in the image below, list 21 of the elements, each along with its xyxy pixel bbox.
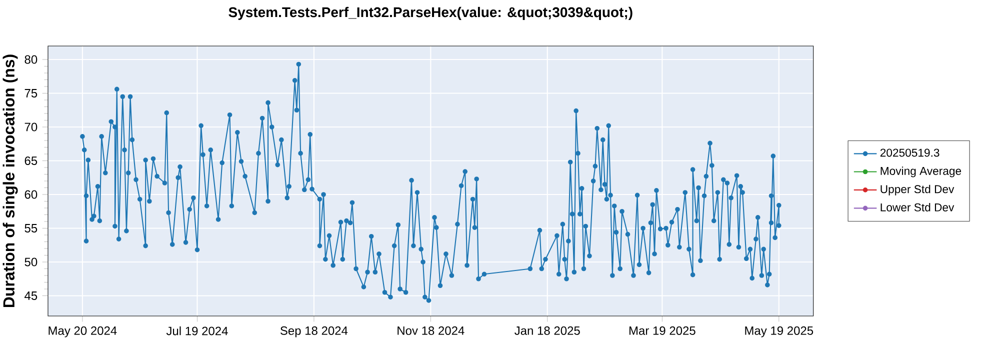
y-tick-label: 80 — [24, 55, 38, 64]
y-axis-title: Duration of single invocation (ns) — [2, 54, 18, 308]
x-tick-label: Jan 18 2025 — [514, 326, 580, 335]
x-tick-label: Sep 18 2024 — [280, 326, 348, 338]
x-tick-label: Jul 19 2024 — [166, 326, 228, 336]
y-tick-label: 50 — [24, 258, 38, 266]
y-tick-label: 75 — [24, 89, 38, 98]
y-tick-label: 65 — [24, 156, 38, 166]
legend-label: Lower Std Dev — [880, 203, 954, 212]
x-tick-label: May 20 2024 — [48, 326, 117, 338]
chart-title: System.Tests.Perf_Int32.ParseHex(value: &quot;3039&quot;) — [228, 6, 632, 20]
x-tick-label: May 19 2025 — [745, 326, 814, 338]
x-tick-label: Nov 18 2024 — [398, 326, 464, 335]
legend-label: Upper Std Dev — [880, 184, 954, 196]
legend-label: Moving Average — [880, 166, 962, 178]
x-tick-label: Mar 19 2025 — [629, 326, 696, 335]
y-tick-label: 70 — [24, 122, 38, 132]
y-tick-label: 45 — [24, 292, 38, 300]
legend-label: 20250519.3 — [880, 148, 940, 157]
y-tick-label: 55 — [24, 224, 38, 232]
y-tick-label: 60 — [24, 190, 38, 199]
